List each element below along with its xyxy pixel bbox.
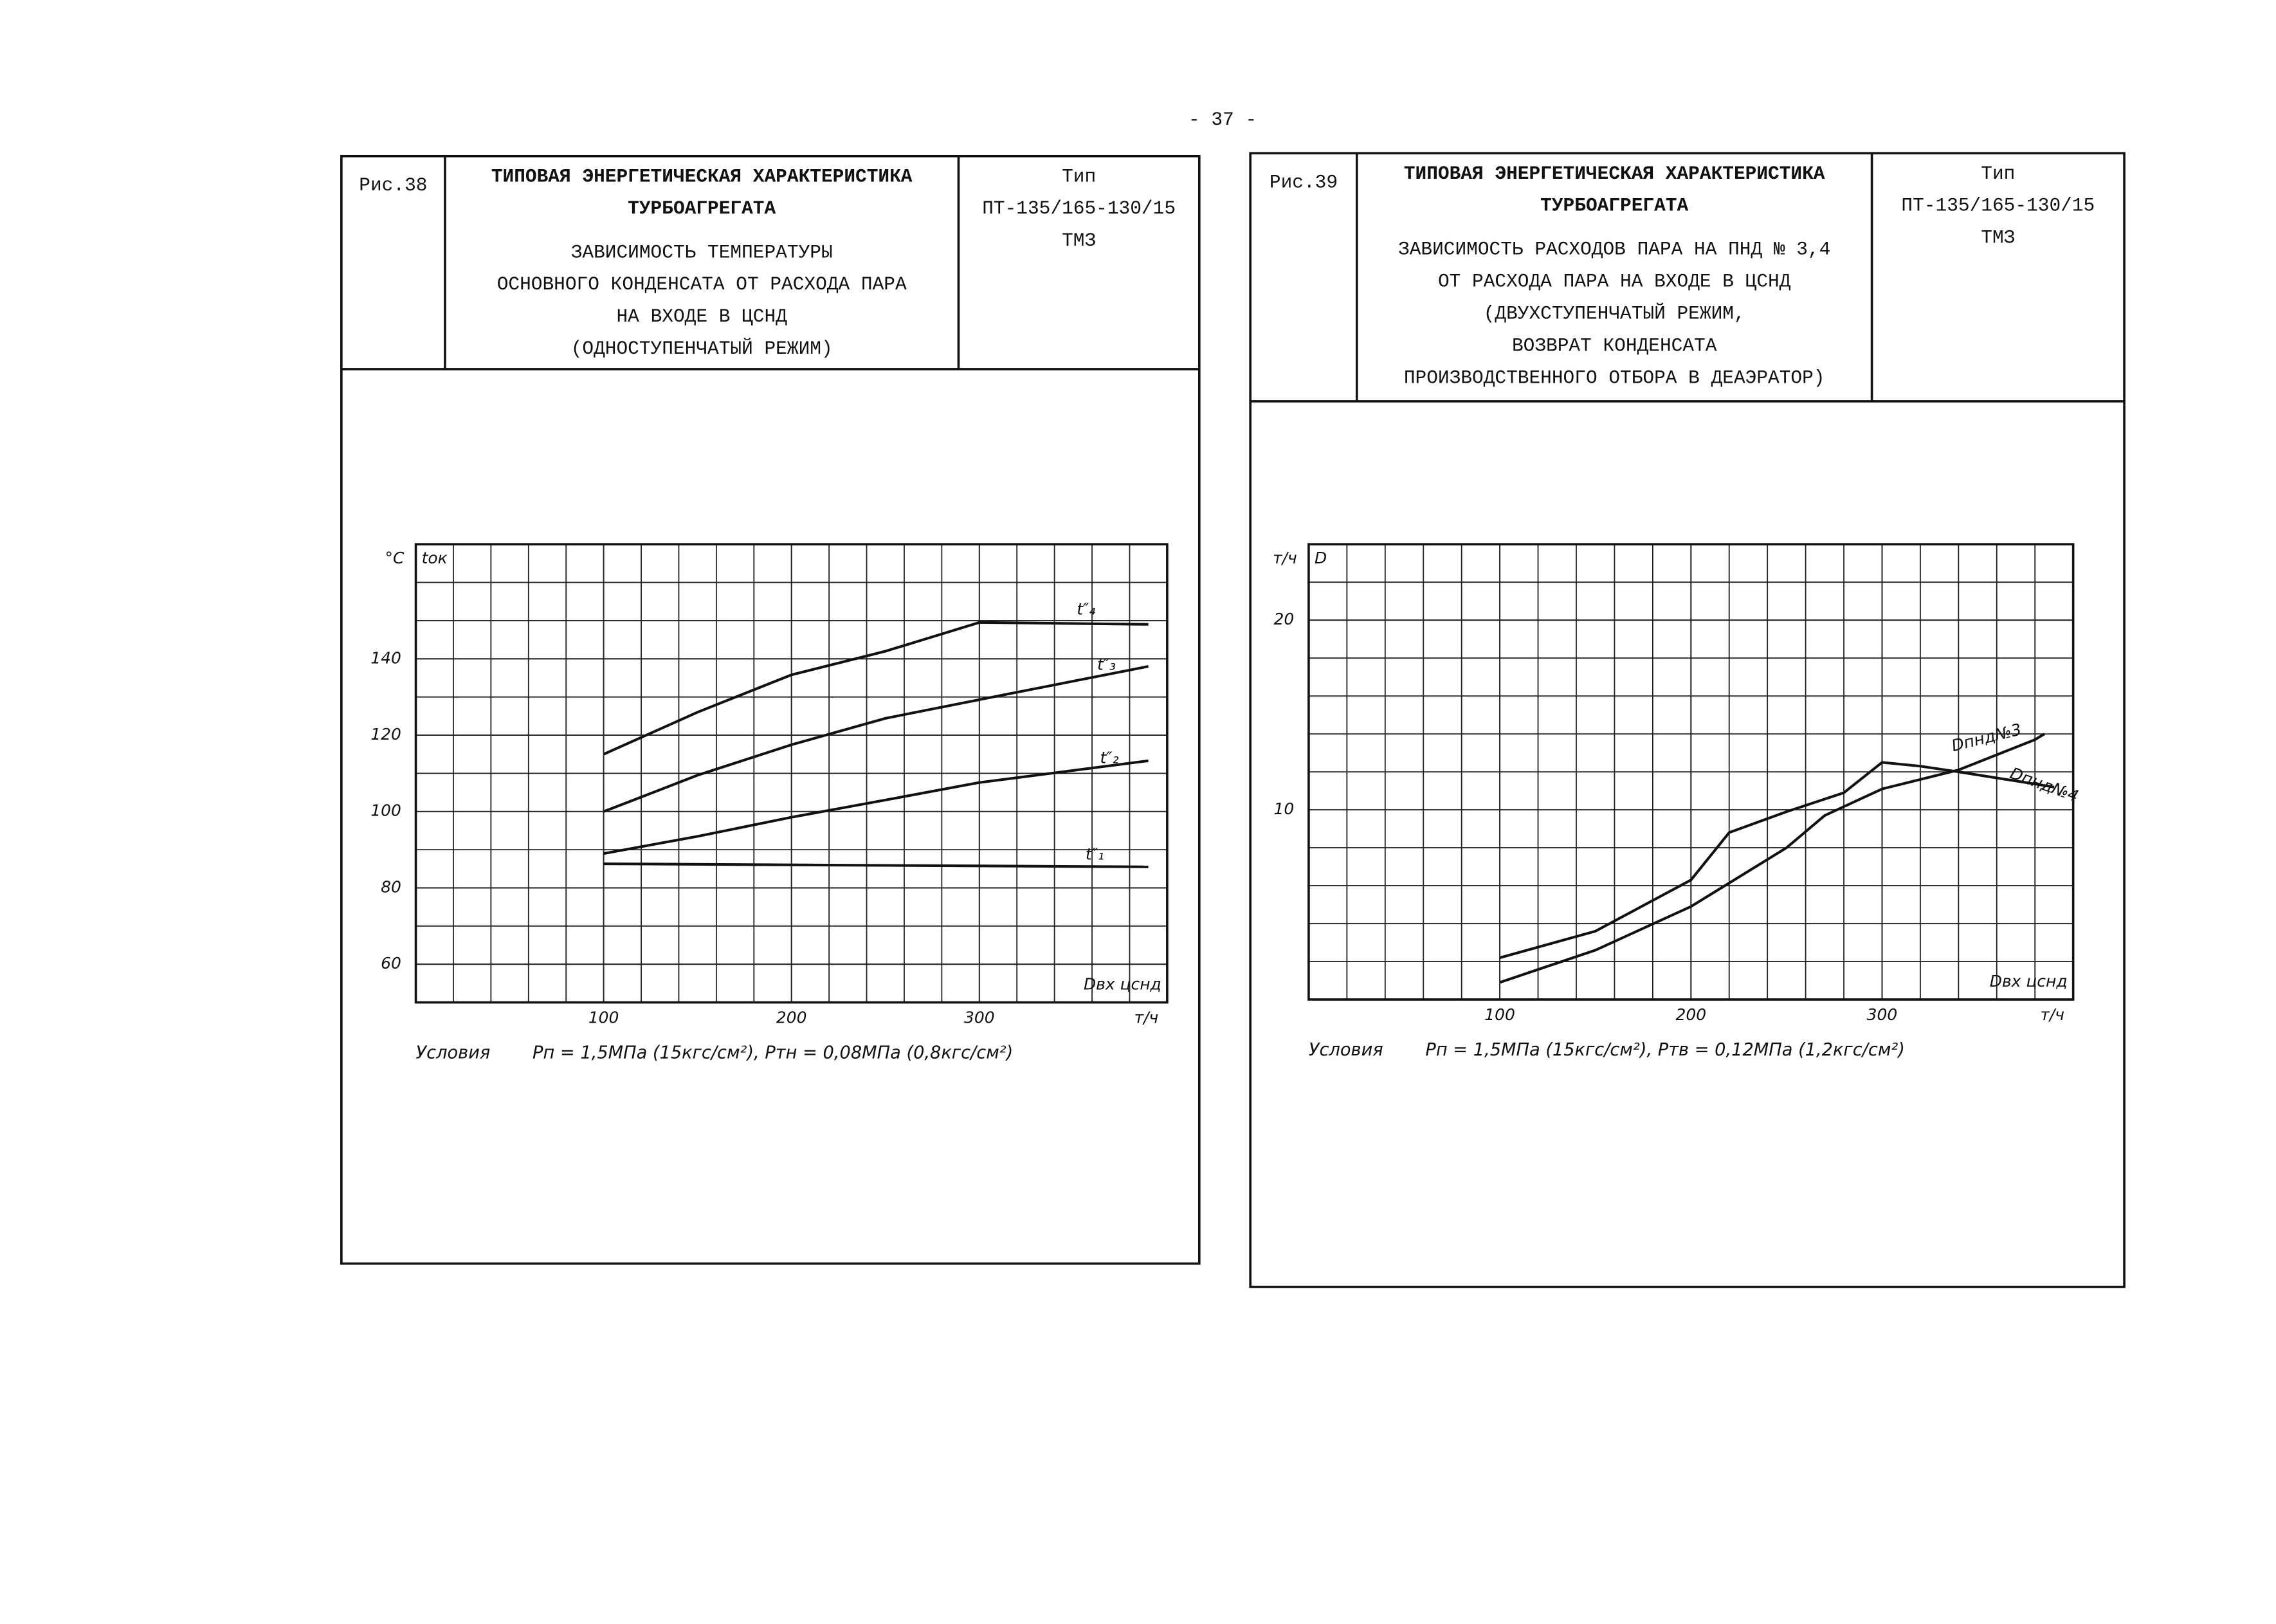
x-tick-label: 300 xyxy=(1867,1005,1898,1024)
x-tick-label: 100 xyxy=(588,1008,619,1027)
y-axis-label: D xyxy=(1315,549,1327,567)
conditions-label: Условия xyxy=(416,1043,491,1063)
figure-subtitle: (ДВУХСТУПЕНЧАТЫЙ РЕЖИМ, xyxy=(1484,303,1745,325)
data-line xyxy=(603,759,1149,855)
page-number: - 37 - xyxy=(1188,109,1257,131)
data-line xyxy=(1499,733,2046,984)
type-info: Тип xyxy=(1062,165,1096,187)
series-label: t″₂ xyxy=(1100,749,1119,767)
type-info: ТМЗ xyxy=(1981,227,2015,249)
data-line xyxy=(603,862,1149,868)
figure-subtitle: ОТ РАСХОДА ПАРА НА ВХОДЕ В ЦСНД xyxy=(1438,271,1791,293)
x-axis-label: Dвх цснд xyxy=(1990,972,2068,990)
type-info: Тип xyxy=(1981,163,2015,185)
x-tick-label: 200 xyxy=(776,1008,807,1027)
y-tick-label: 100 xyxy=(370,801,401,820)
conditions: Pп = 1,5МПа (15кгс/см²), Pтн = 0,08МПа (… xyxy=(533,1043,1013,1063)
x-unit: т/ч xyxy=(2040,1005,2064,1024)
plot-frame xyxy=(414,543,1169,1004)
series-label: t″₁ xyxy=(1086,844,1104,863)
figure-subtitle: ЗАВИСИМОСТЬ ТЕМПЕРАТУРЫ xyxy=(571,241,833,263)
y-tick-label: 140 xyxy=(370,648,401,667)
y-unit: °С xyxy=(385,549,405,567)
series-label: t″₄ xyxy=(1077,599,1095,618)
figure-subtitle: ОСНОВНОГО КОНДЕНСАТА ОТ РАСХОДА ПАРА xyxy=(497,273,907,295)
y-tick-label: 10 xyxy=(1274,799,1295,818)
data-line xyxy=(603,621,1149,756)
data-line xyxy=(1499,761,2055,960)
figure-label: Рис.38 xyxy=(359,174,427,196)
type-info: ПТ-135/165-130/15 xyxy=(982,197,1176,219)
figure-label: Рис.39 xyxy=(1270,171,1338,193)
figure-title: ТИПОВАЯ ЭНЕРГЕТИЧЕСКАЯ ХАРАКТЕРИСТИКА xyxy=(1404,163,1825,185)
y-tick-label: 80 xyxy=(381,877,401,896)
figure-frame xyxy=(340,154,1201,1265)
figure-title: ТУРБОАГРЕГАТА xyxy=(1540,195,1688,217)
y-tick-label: 120 xyxy=(370,725,401,744)
figure-subtitle: ПРОИЗВОДСТВЕННОГО ОТБОРА В ДЕАЭРАТОР) xyxy=(1404,367,1825,388)
conditions-label: Условия xyxy=(1309,1040,1383,1060)
conditions: Pп = 1,5МПа (15кгс/см²), Pтв = 0,12МПа (… xyxy=(1425,1040,1904,1060)
figure-subtitle: ВОЗВРАТ КОНДЕНСАТА xyxy=(1512,334,1717,356)
x-tick-label: 100 xyxy=(1484,1005,1515,1024)
figure-title: ТУРБОАГРЕГАТА xyxy=(628,197,776,219)
figure-subtitle: (ОДНОСТУПЕНЧАТЫЙ РЕЖИМ) xyxy=(571,338,833,360)
data-line xyxy=(603,665,1149,813)
x-tick-label: 200 xyxy=(1675,1005,1706,1024)
x-unit: т/ч xyxy=(1134,1008,1159,1027)
y-unit: т/ч xyxy=(1273,549,1297,567)
figure-subtitle: НА ВХОДЕ В ЦСНД xyxy=(616,306,787,327)
type-info: ПТ-135/165-130/15 xyxy=(1901,195,2095,217)
series-label: t″₃ xyxy=(1097,655,1116,674)
plot-frame xyxy=(1307,543,2075,1001)
y-tick-label: 20 xyxy=(1274,610,1295,628)
figure-subtitle: ЗАВИСИМОСТЬ РАСХОДОВ ПАРА НА ПНД № 3,4 xyxy=(1398,239,1830,260)
x-axis-label: Dвх цснд xyxy=(1084,974,1161,993)
y-tick-label: 60 xyxy=(381,954,401,972)
type-info: ТМЗ xyxy=(1062,230,1096,251)
figure-title: ТИПОВАЯ ЭНЕРГЕТИЧЕСКАЯ ХАРАКТЕРИСТИКА xyxy=(491,165,913,187)
x-tick-label: 300 xyxy=(964,1008,995,1027)
y-axis-label: tок xyxy=(422,549,448,567)
figure-frame xyxy=(1249,152,2126,1288)
